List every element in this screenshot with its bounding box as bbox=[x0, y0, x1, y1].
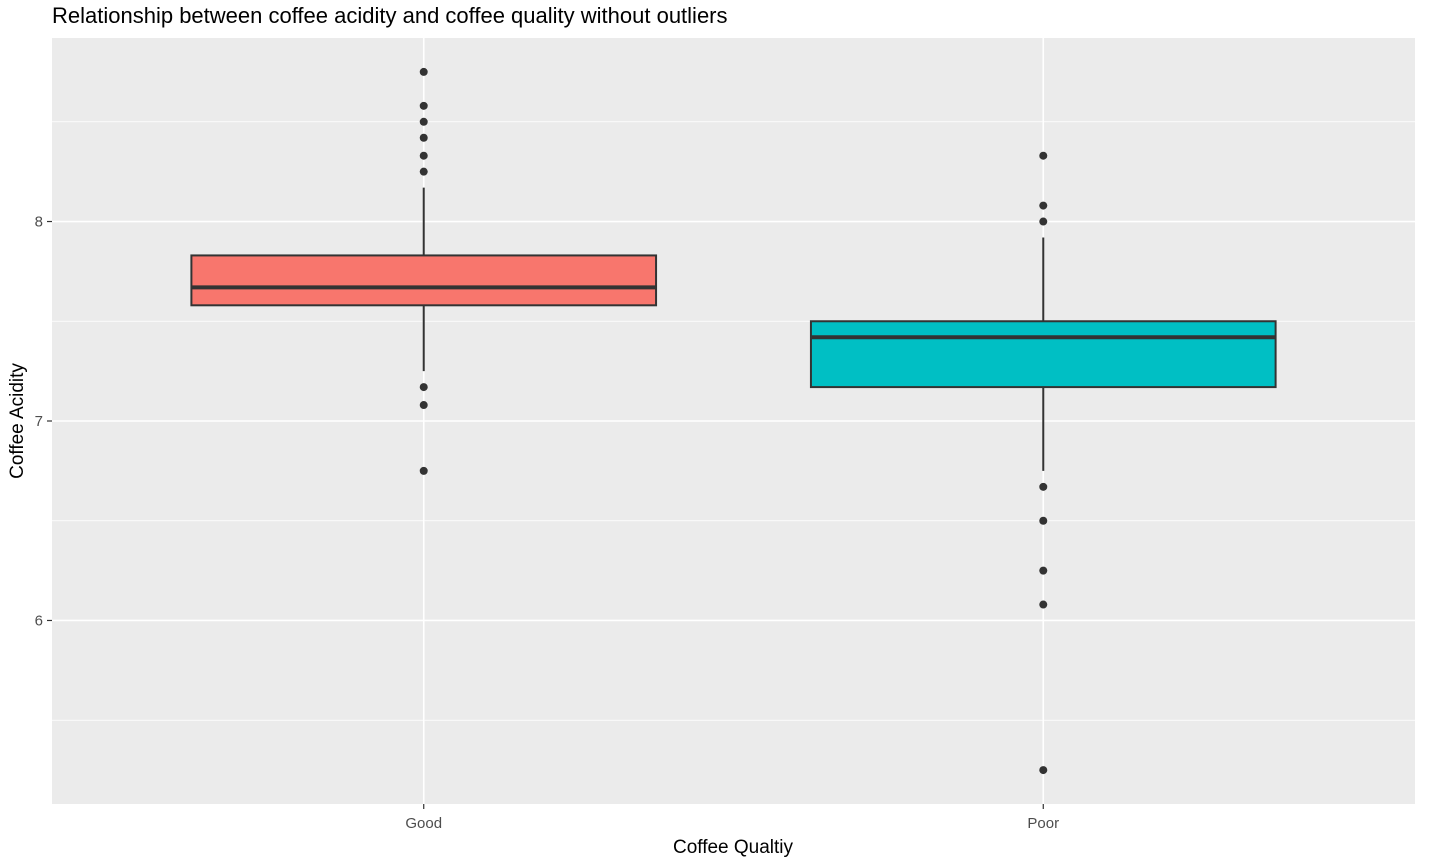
y-tick-label: 7 bbox=[35, 413, 43, 430]
outlier-point bbox=[1039, 600, 1048, 609]
y-axis-ticks: 6 7 8 bbox=[35, 214, 52, 629]
x-axis-title: Coffee Qualtiy bbox=[673, 837, 794, 858]
outlier-point bbox=[1039, 217, 1048, 226]
x-tick-label: Good bbox=[405, 815, 442, 832]
x-axis-ticks: Good Poor bbox=[405, 804, 1059, 832]
box-iqr bbox=[190, 254, 658, 307]
outlier-point bbox=[419, 133, 428, 142]
outlier-point bbox=[1039, 151, 1048, 160]
y-tick-label: 8 bbox=[35, 214, 43, 231]
x-tick-label: Poor bbox=[1027, 815, 1059, 832]
outlier-point bbox=[419, 151, 428, 160]
outlier-point bbox=[419, 466, 428, 475]
y-axis-title: Coffee Acidity bbox=[7, 363, 28, 479]
outlier-point bbox=[419, 117, 428, 126]
outlier-point bbox=[1039, 201, 1048, 210]
box-group-poor bbox=[809, 151, 1277, 775]
box-group-good bbox=[190, 67, 658, 475]
outlier-point bbox=[419, 167, 428, 176]
outlier-point bbox=[419, 383, 428, 392]
grid-major bbox=[52, 38, 1415, 804]
outlier-point bbox=[1039, 766, 1048, 775]
outlier-point bbox=[1039, 566, 1048, 575]
boxes bbox=[190, 67, 1277, 775]
outlier-point bbox=[419, 67, 428, 76]
y-tick-label: 6 bbox=[35, 612, 43, 629]
outlier-point bbox=[1039, 516, 1048, 525]
outlier-point bbox=[419, 401, 428, 410]
outlier-point bbox=[1039, 482, 1048, 491]
box-iqr bbox=[809, 320, 1277, 389]
outlier-point bbox=[419, 101, 428, 110]
chart-title: Relationship between coffee acidity and … bbox=[52, 3, 728, 28]
